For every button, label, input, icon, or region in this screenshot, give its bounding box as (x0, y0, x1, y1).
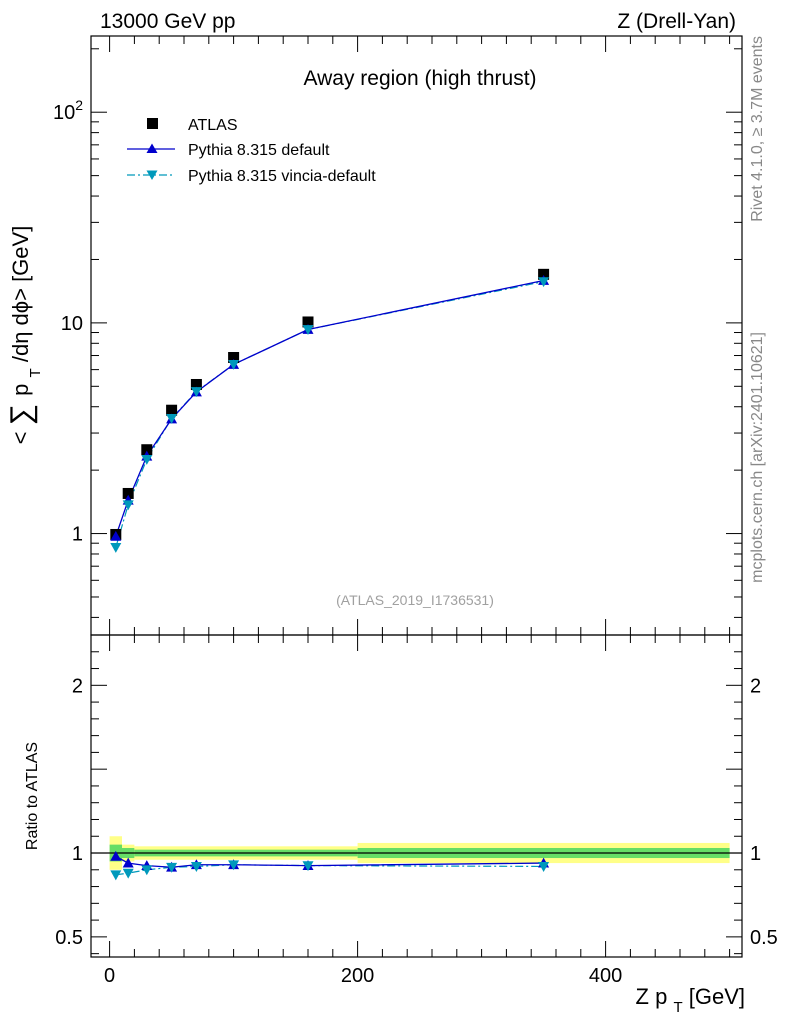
ratio-y-tick-label-left: 1 (72, 843, 83, 865)
ratio-vincia-point (190, 862, 202, 872)
ylabel-sum: ∑ (5, 404, 38, 425)
legend-label-default: Pythia 8.315 default (188, 142, 330, 159)
series-line-default (115, 279, 544, 537)
atlas-point (302, 316, 314, 328)
ylabel-pre: < (8, 431, 33, 444)
process-label: Z (Drell-Yan) (617, 10, 736, 33)
ylabel-post: /dη dϕ> [GeV] (8, 226, 33, 362)
ylabel-sub: T (27, 368, 44, 377)
vincia-point (122, 500, 134, 511)
rivet-label: Rivet 4.1.0, ≥ 3.7M events (749, 36, 766, 222)
x-tick-label: 0 (104, 965, 115, 987)
main-markers (110, 268, 550, 553)
ratio-y-tick-label-left: 0.5 (55, 927, 83, 949)
ratio-vincia-point (110, 870, 122, 881)
default-point (110, 530, 122, 541)
legend-marker-default (146, 143, 158, 153)
ratio-vincia-point (538, 862, 550, 872)
legend-label-vincia: Pythia 8.315 vincia-default (188, 168, 376, 185)
ylabel-p: p (8, 384, 33, 396)
vincia-point (166, 414, 178, 424)
series-line-vincia (115, 281, 544, 548)
main-y-axis-label: < ∑ p T /dη dϕ> [GeV] (5, 226, 45, 445)
ratio-vincia-point (141, 865, 153, 876)
vincia-point (302, 325, 314, 336)
ratio-vincia-point (302, 861, 314, 872)
y-tick-label-exp: 2 (75, 97, 83, 113)
energy-label: 13000 GeV pp (100, 10, 235, 33)
vincia-point (141, 454, 153, 465)
atlas-point (228, 352, 240, 364)
y-tick-label: 102 (53, 97, 83, 124)
ratio-y-tick-label-left: 2 (72, 675, 83, 697)
main-lines (115, 279, 544, 548)
atlas-point (190, 378, 202, 390)
atlas-point (141, 444, 153, 456)
xlabel-sub: T (673, 999, 682, 1016)
vincia-point (110, 542, 122, 553)
legend: ATLAS Pythia 8.315 default Pythia 8.315 … (127, 117, 376, 185)
ratio-markers (110, 850, 550, 881)
xlabel-unit: [GeV] (689, 984, 745, 1009)
mcplots-label: mcplots.cern.ch [arXiv:2401.10621] (749, 332, 766, 583)
legend-marker-atlas (147, 118, 158, 129)
atlas-point (166, 404, 178, 416)
ratio-vincia-point (228, 860, 240, 871)
vincia-point (228, 360, 240, 370)
watermark: (ATLAS_2019_I1736531) (336, 592, 494, 608)
ratio-default-point (122, 857, 134, 868)
legend-marker-vincia (146, 170, 158, 180)
ratio-panel: 0.5 0.5 1 1 2 2 0 200 400 Ratio to ATLAS Z p T [… (24, 634, 778, 1017)
ratio-vincia-point (122, 868, 134, 879)
vincia-point (538, 277, 550, 288)
svg-text:< ∑ p: < ∑ p T /dη dϕ> [GeV] (5, 226, 45, 445)
ratio-plot-frame (90, 634, 743, 958)
y-tick-label: 10 (61, 313, 83, 335)
vincia-point (190, 387, 202, 398)
x-tick-label: 400 (589, 965, 622, 987)
ratio-y-tick-label-right: 0.5 (750, 927, 778, 949)
y-tick-label: 1 (72, 524, 83, 546)
plot-title: Away region (high thrust) (303, 67, 536, 90)
ratio-y-tick-label-right: 1 (750, 843, 761, 865)
ratio-vincia-point (166, 862, 178, 873)
ratio-y-axis-label: Ratio to ATLAS (24, 742, 41, 850)
legend-label-atlas: ATLAS (188, 117, 238, 134)
atlas-point (122, 487, 134, 499)
atlas-point (538, 268, 550, 280)
y-tick-label-base: 10 (53, 102, 75, 124)
ratio-y-tick-label-right: 2 (750, 675, 761, 697)
xlabel-main: Z p (636, 984, 668, 1009)
x-tick-label: 200 (341, 965, 374, 987)
ratio-default-point (110, 850, 122, 861)
x-axis-label: Z p T [GeV] (636, 984, 745, 1017)
ratio-ticks: 0.5 0.5 1 1 2 2 0 200 400 (55, 634, 778, 987)
